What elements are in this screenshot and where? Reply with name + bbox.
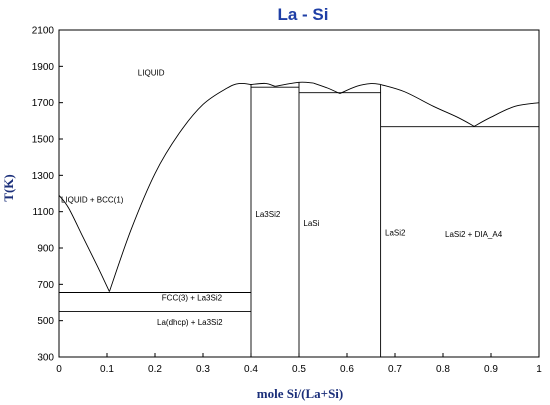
- y-tick-label: 900: [37, 244, 54, 255]
- x-tick-label: 0.3: [196, 364, 210, 375]
- region-label: LaSi2 + DIA_A4: [445, 230, 503, 239]
- plot-frame: [58, 29, 540, 358]
- region-label: La3Si2: [255, 210, 280, 219]
- phase-boundary-6: [380, 84, 475, 127]
- phase-boundary-5: [339, 83, 381, 94]
- region-labels: LIQUID LIQUID + BCC(1) La3Si2 LaSi LaSi2 LaSi…: [61, 68, 503, 327]
- y-tick-label: 700: [37, 280, 54, 291]
- x-tick-label: 0: [56, 364, 62, 375]
- y-tick-label: 1500: [32, 135, 55, 146]
- x-tick-label: 0.4: [244, 364, 258, 375]
- phase-boundary-0: [58, 195, 110, 292]
- region-label: LaSi: [303, 219, 319, 228]
- y-axis-label: T(K): [1, 174, 16, 201]
- x-tick-label: 0.9: [484, 364, 498, 375]
- x-tick-label: 0.7: [388, 364, 402, 375]
- x-tick-label: 0.8: [436, 364, 450, 375]
- chart-title: La - Si: [277, 5, 328, 24]
- y-tick-label: 1300: [32, 171, 55, 182]
- phase-boundary-1: [108, 83, 252, 292]
- y-tick-label: 500: [37, 316, 54, 327]
- axis-ticks: 0 0.1 0.2 0.3 0.4 0.5 0.6 0.7 0.8 0.9 130050070090…: [32, 26, 542, 376]
- region-label: LIQUID + BCC(1): [61, 196, 124, 205]
- y-tick-label: 1700: [32, 98, 55, 109]
- x-tick-label: 0.5: [292, 364, 306, 375]
- x-tick-label: 0.1: [100, 364, 114, 375]
- region-label: LIQUID: [138, 68, 165, 77]
- x-tick-label: 0.2: [148, 364, 162, 375]
- y-tick-label: 1100: [32, 207, 54, 218]
- region-label: La(dhcp) + La3Si2: [157, 318, 223, 327]
- y-tick-label: 300: [37, 353, 54, 364]
- x-tick-label: 0.6: [340, 364, 354, 375]
- y-tick-label: 2100: [32, 26, 55, 37]
- phase-boundary-4: [313, 82, 340, 94]
- x-axis-label: mole Si/(La+Si): [257, 386, 344, 401]
- region-label: LaSi2: [385, 228, 406, 237]
- x-tick-label: 1: [536, 364, 542, 375]
- region-label: FCC(3) + La3Si2: [162, 294, 223, 303]
- phase-boundary-2: [250, 82, 276, 87]
- phase-boundaries: [58, 81, 540, 357]
- phase-boundary-7: [473, 102, 540, 127]
- phase-boundary-3: [274, 81, 314, 87]
- y-tick-label: 1900: [32, 62, 55, 73]
